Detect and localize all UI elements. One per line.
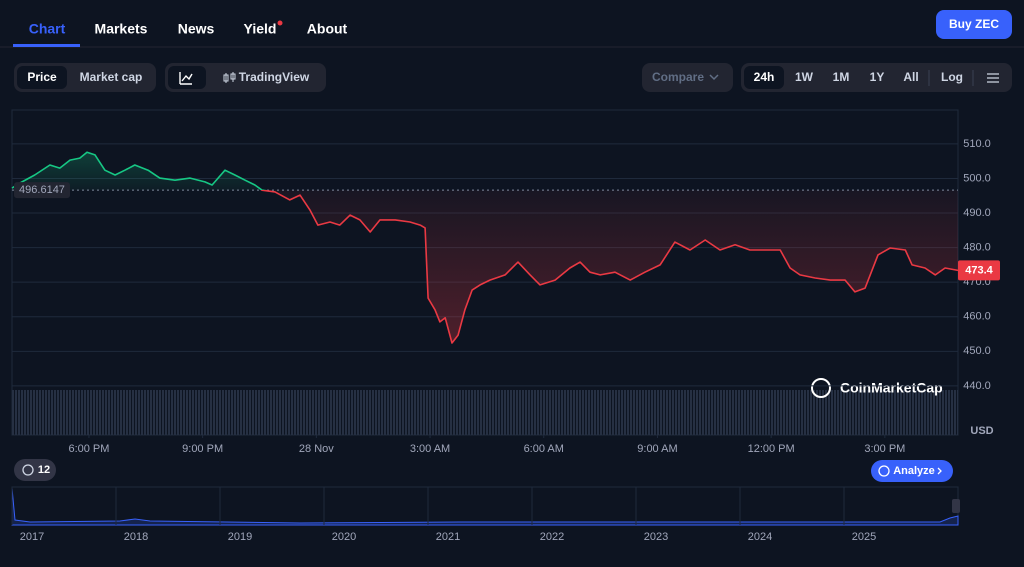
view-option[interactable]: TradingView: [239, 70, 310, 84]
compare-label[interactable]: Compare: [652, 70, 704, 84]
range-option[interactable]: All: [903, 70, 918, 84]
volume-band: [12, 390, 958, 435]
range-toggle: [741, 63, 1012, 92]
x-tick-label: 12:00 PM: [748, 443, 795, 455]
range-option[interactable]: 24h: [754, 70, 775, 84]
chevron: [937, 467, 942, 475]
watermark: CoinMarketCap: [840, 380, 943, 396]
tab[interactable]: Yield: [244, 21, 277, 37]
x-tick-label: 3:00 PM: [864, 443, 905, 455]
analyze-icon: [878, 465, 890, 477]
tab[interactable]: Markets: [95, 21, 148, 37]
reference-label-box: [14, 182, 70, 199]
y-tick-label: 490.0: [963, 207, 991, 219]
year-label: 2017: [20, 531, 44, 543]
x-tick-label: 9:00 PM: [182, 443, 223, 455]
candle-icon: [223, 72, 236, 83]
year-label: 2020: [332, 531, 356, 543]
price-line: [11, 151, 959, 344]
tab[interactable]: News: [178, 21, 215, 37]
line-icon: [179, 72, 193, 85]
y-tick-label: 450.0: [963, 345, 991, 357]
mode-option[interactable]: Market cap: [80, 70, 143, 84]
x-tick-label: 28 Nov: [299, 443, 334, 455]
watermark-logo: [811, 378, 831, 398]
mode-option[interactable]: Price: [27, 70, 57, 84]
year-label: 2022: [540, 531, 564, 543]
year-label: 2019: [228, 531, 252, 543]
analyze-label[interactable]: Analyze: [893, 465, 935, 477]
overview-axis: 2017 2018 2019 2020 2021 2022 2023 2024 2025: [11, 487, 876, 543]
mode-active: [17, 66, 67, 89]
y-tick-label: 500.0: [963, 172, 991, 184]
year-label: 2024: [748, 531, 772, 543]
x-tick-label: 9:00 AM: [637, 443, 677, 455]
unit-label: USD: [970, 425, 993, 437]
x-tick-label: 6:00 AM: [524, 443, 564, 455]
log-toggle[interactable]: Log: [941, 70, 963, 84]
y-tick-label: 460.0: [963, 311, 991, 323]
year-label: 2021: [436, 531, 460, 543]
range-option[interactable]: 1Y: [870, 70, 885, 84]
x-tick-label: 6:00 PM: [68, 443, 109, 455]
buy-button[interactable]: [936, 10, 1012, 39]
year-label: 2025: [852, 531, 876, 543]
reference-label: 496.6147: [19, 184, 65, 196]
range-active: [744, 66, 784, 89]
last-price-label: 473.4: [965, 264, 993, 276]
chevron: [709, 74, 719, 81]
analyze-button[interactable]: [871, 460, 953, 482]
x-tick-label: 3:00 AM: [410, 443, 450, 455]
y-tick-label: 480.0: [963, 242, 991, 254]
overview-line: [11, 487, 959, 526]
history-icon: [22, 464, 34, 476]
year-label: 2018: [124, 531, 148, 543]
last-price-box: [958, 260, 1000, 281]
tab[interactable]: About: [307, 21, 348, 37]
y-tick-label: 510.0: [963, 138, 991, 150]
history-count: 12: [38, 464, 50, 476]
compare-button[interactable]: [642, 63, 733, 92]
range-option[interactable]: 1M: [833, 70, 850, 84]
settings-icon[interactable]: [987, 73, 999, 83]
buy-button-label[interactable]: Buy ZEC: [949, 17, 999, 31]
tab[interactable]: Chart: [29, 21, 66, 37]
price-area: [12, 152, 958, 343]
notification-dot: [277, 20, 283, 26]
range-option[interactable]: 1W: [795, 70, 814, 84]
y-tick-label: 440.0: [963, 380, 991, 392]
tab-underline: [13, 44, 80, 47]
year-label: 2023: [644, 531, 668, 543]
history-badge[interactable]: [14, 459, 56, 481]
overview-handle[interactable]: [952, 499, 960, 513]
